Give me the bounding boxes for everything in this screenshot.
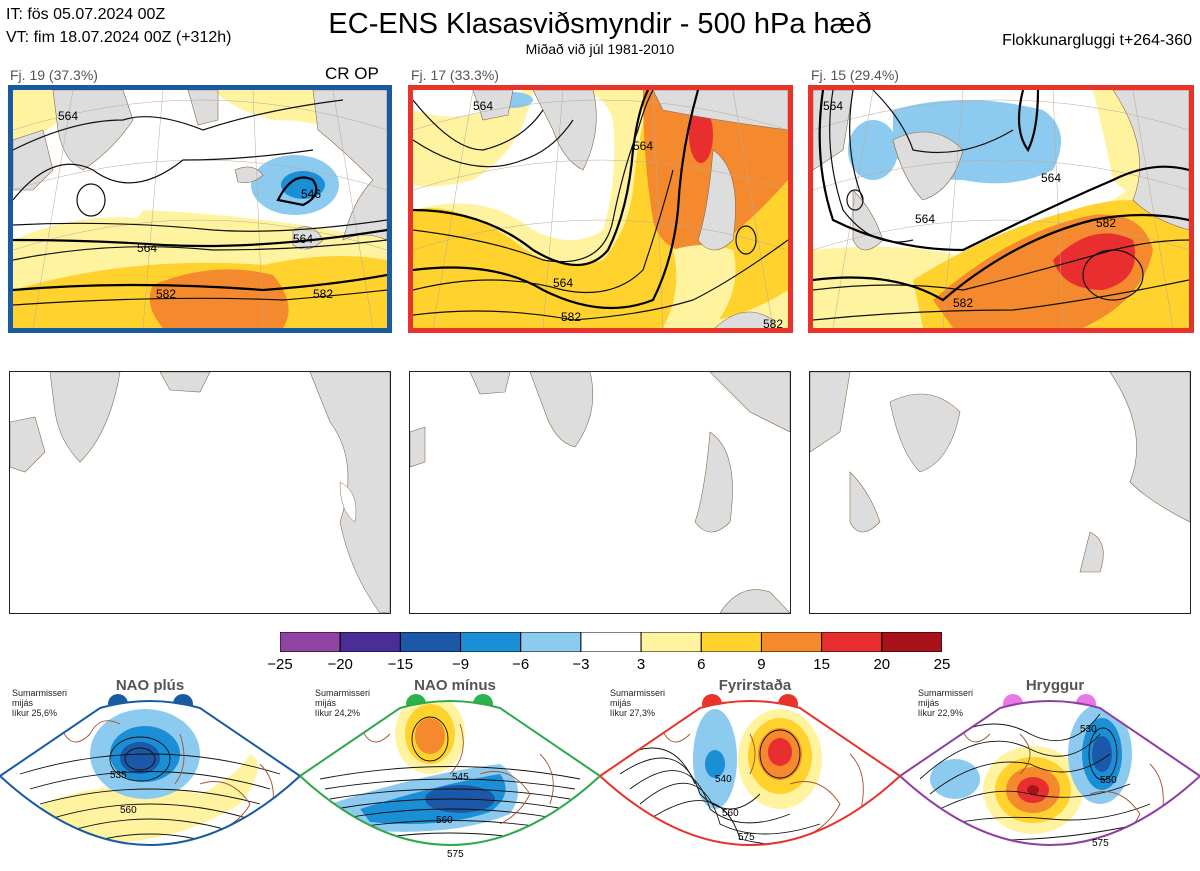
regime-1-map: 535 560 — [0, 700, 300, 846]
colorbar-swatch — [760, 632, 823, 652]
contour-label: 560 — [722, 808, 739, 819]
cluster-map-3: 564 564 582 582 564 — [808, 85, 1194, 333]
empty-map-1 — [9, 371, 391, 614]
contour-label: 564 — [58, 109, 78, 123]
regime-3-map: 540 560 575 — [600, 700, 900, 846]
contour-label: 560 — [436, 815, 453, 826]
contour-label: 564 — [915, 212, 935, 226]
colorbar-swatch — [339, 632, 401, 652]
note-line: mijás — [610, 698, 632, 708]
note-line: mijás — [315, 698, 337, 708]
regime-4-map: 530 550 575 — [900, 700, 1200, 849]
contour-label: 564 — [293, 232, 313, 246]
colorbar-tick-label: 3 — [636, 656, 646, 673]
contour-label: 582 — [953, 296, 973, 310]
note-line: Sumarmisseri — [610, 688, 666, 698]
note-line: líkur 22,9% — [918, 708, 964, 718]
colorbar-tick-label: 15 — [813, 656, 830, 673]
contour-label: 575 — [738, 832, 755, 843]
colorbar-swatch — [460, 632, 522, 652]
contour-label: 564 — [823, 99, 843, 113]
valid-time: VT: fim 18.07.2024 00Z (+312h) — [6, 29, 232, 46]
note-line: mijás — [12, 698, 34, 708]
contour-label: 564 — [1041, 171, 1061, 185]
cluster-map-1: 564 582 582 564 546 564 — [8, 85, 392, 333]
contour-label: 540 — [715, 774, 732, 785]
note-line: Sumarmisseri — [12, 688, 68, 698]
regime-4-note: Sumarmisseri mijás líkur 22,9% — [918, 688, 973, 718]
colorbar-tick-label: −20 — [327, 656, 353, 673]
regime-2-note: Sumarmisseri mijás líkur 24,2% — [315, 688, 370, 718]
colorbar-swatch — [881, 632, 942, 652]
contour-label: 535 — [110, 770, 127, 781]
regime-1-title: NAO plús — [115, 677, 185, 694]
empty-map-2 — [409, 371, 791, 614]
panel-1-tag: CR OP — [325, 64, 379, 83]
cluster-map-2: 564 564 582 582 564 — [408, 85, 793, 333]
contour-label: 560 — [120, 805, 137, 816]
panel-3-label: Fj. 15 (29.4%) — [811, 67, 899, 83]
note-line: Sumarmisseri — [918, 688, 974, 698]
contour-label: 582 — [1096, 216, 1116, 230]
colorbar — [280, 632, 942, 652]
contour-label: 564 — [473, 99, 493, 113]
classification-window: Flokkunargluggi t+264-360 — [1002, 32, 1192, 49]
panel-1-label: Fj. 19 (37.3%) — [10, 67, 98, 83]
contour-label: 545 — [452, 772, 469, 783]
contour-label: 564 — [137, 241, 157, 255]
note-line: mijás — [918, 698, 940, 708]
note-line: líkur 24,2% — [315, 708, 361, 718]
contour-label: 530 — [1080, 724, 1097, 735]
regime-4-title: Hryggur — [1025, 677, 1085, 694]
chart-title: EC-ENS Klasasviðsmyndir - 500 hPa hæð — [328, 8, 872, 40]
colorbar-swatch — [280, 632, 341, 652]
contour-label: 582 — [156, 287, 176, 301]
note-line: líkur 27,3% — [610, 708, 656, 718]
colorbar-tick-label: −3 — [572, 656, 590, 673]
chart-subtitle: Miðað við júl 1981-2010 — [525, 41, 675, 57]
colorbar-tick-label: −15 — [387, 656, 414, 673]
colorbar-tick-label: −9 — [451, 656, 470, 673]
colorbar-tick-label: −6 — [512, 656, 530, 673]
colorbar-swatch — [399, 632, 462, 652]
empty-map-3 — [809, 371, 1191, 614]
colorbar-swatch — [580, 632, 642, 652]
regime-1-note: Sumarmisseri mijás líkur 25,6% — [12, 688, 67, 718]
colorbar-tick-label: 25 — [933, 656, 951, 673]
colorbar-swatch — [700, 632, 762, 652]
contour-label: 582 — [313, 287, 333, 301]
contour-label: 575 — [447, 849, 464, 860]
contour-label: 550 — [1100, 775, 1117, 786]
note-line: líkur 25,6% — [12, 708, 58, 718]
colorbar-tick-label: 6 — [697, 656, 706, 673]
colorbar-tick-label: −25 — [267, 656, 293, 673]
colorbar-tick-label: 9 — [757, 656, 766, 673]
init-time: IT: fös 05.07.2024 00Z — [6, 6, 166, 23]
regime-2-map: 545 560 575 — [300, 700, 600, 860]
colorbar-tick-label: 20 — [873, 656, 891, 673]
contour-label: 582 — [561, 310, 581, 324]
colorbar-swatch — [520, 632, 582, 652]
panel-2-label: Fj. 17 (33.3%) — [411, 67, 499, 83]
contour-label: 575 — [1092, 838, 1109, 849]
contour-label: 564 — [553, 276, 573, 290]
contour-label: 564 — [633, 139, 653, 153]
regime-3-title: Fyrirstaða — [718, 677, 792, 694]
regime-3-note: Sumarmisseri mijás líkur 27,3% — [610, 688, 665, 718]
contour-label: 546 — [301, 187, 321, 201]
contour-label: 582 — [763, 317, 783, 328]
colorbar-swatch — [821, 632, 883, 652]
note-line: Sumarmisseri — [315, 688, 371, 698]
colorbar-swatch — [640, 632, 702, 652]
regime-2-title: NAO mínus — [414, 677, 496, 694]
